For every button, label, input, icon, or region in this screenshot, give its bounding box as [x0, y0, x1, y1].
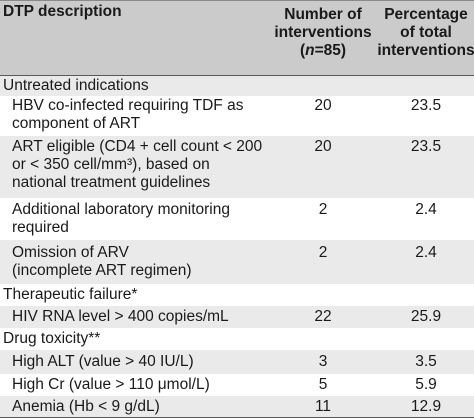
column-header-percentage: Percentage of total interventions: [376, 6, 474, 60]
column-header-percentage-line1: Percentage: [384, 6, 468, 23]
table-row: High ALT (value > 40 IU/L) 3 3.5: [0, 350, 474, 374]
table-row: ART eligible (CD4 + cell count < 200 or …: [0, 136, 474, 198]
table-row: Additional laboratory monitoring require…: [0, 198, 474, 240]
row-description: Omission of ARV (incomplete ART regimen): [12, 244, 191, 280]
row-number: 3: [318, 353, 328, 370]
row-percent: 23.5: [410, 97, 442, 114]
table-row: High Cr (value > 110 μmol/L) 5 5.9: [0, 374, 474, 396]
row-number: 5: [318, 376, 328, 393]
row-description-line: Additional laboratory monitoring: [12, 201, 230, 218]
row-description-line: ART eligible (CD4 + cell count < 200: [12, 138, 263, 155]
row-number: 2: [318, 244, 328, 261]
paren-open: (: [299, 42, 306, 59]
row-percent: 12.9: [410, 398, 442, 415]
column-header-number: Number of interventions (n=85): [262, 6, 384, 60]
row-description-line: component of ART: [12, 115, 141, 132]
n-symbol: n: [305, 42, 315, 59]
row-percent: 5.9: [415, 376, 437, 393]
row-description-line: HBV co-infected requiring TDF as: [12, 97, 244, 114]
row-description: HIV RNA level > 400 copies/mL: [12, 308, 229, 325]
row-description-line: (incomplete ART regimen): [12, 262, 192, 279]
section-row-drug-toxicity: Drug toxicity**: [0, 328, 474, 350]
row-percent: 2.4: [415, 201, 437, 218]
row-description: High Cr (value > 110 μmol/L): [12, 376, 210, 393]
row-description: Anemia (Hb < 9 g/dL): [12, 398, 160, 415]
row-description: Additional laboratory monitoring require…: [12, 201, 230, 237]
row-description-line: or < 350 cell/mm³), based on: [12, 156, 210, 173]
row-percent: 3.5: [415, 353, 437, 370]
section-title: Drug toxicity**: [3, 330, 101, 347]
row-description: ART eligible (CD4 + cell count < 200 or …: [12, 138, 262, 192]
section-title: Therapeutic failure*: [3, 286, 138, 303]
row-percent: 2.4: [415, 244, 437, 261]
column-header-description: DTP description: [3, 3, 122, 20]
table-row: Anemia (Hb < 9 g/dL) 11 12.9: [0, 396, 474, 417]
table-row: HBV co-infected requiring TDF as compone…: [0, 96, 474, 136]
row-number: 20: [314, 138, 332, 155]
row-description-line: required: [12, 219, 69, 236]
section-row-therapeutic-failure: Therapeutic failure*: [0, 284, 474, 306]
section-row-untreated: Untreated indications: [0, 76, 474, 96]
column-header-number-line3: (n=85): [262, 42, 384, 60]
row-percent: 23.5: [410, 138, 442, 155]
column-header-number-line1: Number of: [284, 6, 362, 23]
row-number: 11: [314, 398, 332, 415]
row-description-line: Omission of ARV: [12, 244, 129, 261]
table-header: DTP description Number of interventions …: [0, 0, 474, 76]
row-number: 2: [318, 201, 328, 218]
row-description-line: national treatment guidelines: [12, 174, 211, 191]
row-description: High ALT (value > 40 IU/L): [12, 353, 194, 370]
n-value: =85): [314, 42, 347, 59]
table-row: HIV RNA level > 400 copies/mL 22 25.9: [0, 306, 474, 328]
column-header-number-line2: interventions: [274, 24, 372, 41]
row-description: HBV co-infected requiring TDF as compone…: [12, 97, 243, 133]
row-number: 22: [314, 308, 332, 325]
column-header-percentage-line2: of total: [400, 24, 452, 41]
row-number: 20: [314, 97, 332, 114]
section-title: Untreated indications: [3, 77, 149, 94]
table-row: Omission of ARV (incomplete ART regimen)…: [0, 240, 474, 284]
row-percent: 25.9: [410, 308, 442, 325]
column-header-percentage-line3: interventions: [377, 42, 474, 59]
